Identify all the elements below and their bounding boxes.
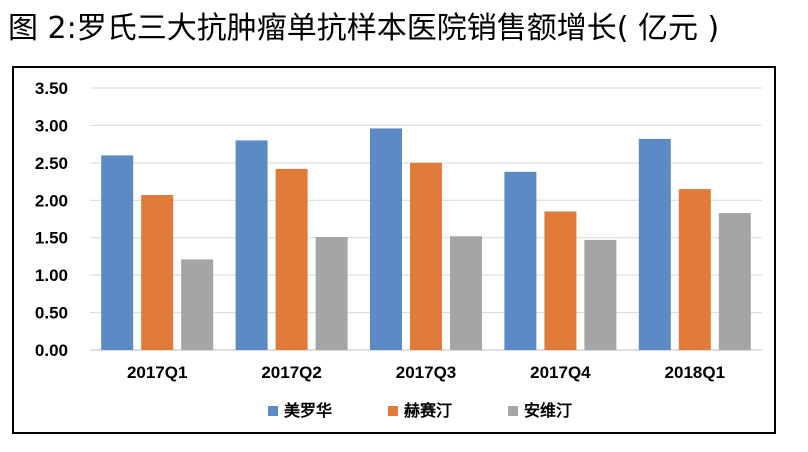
- y-tick-label: 3.50: [35, 79, 68, 98]
- x-category-label: 2017Q1: [127, 363, 188, 382]
- x-category-label: 2017Q2: [261, 363, 322, 382]
- bar-3-2017q1: [181, 259, 214, 350]
- y-tick-label: 2.50: [35, 154, 68, 173]
- figure-title: 图 2:罗氏三大抗肿瘤单抗样本医院销售额增长( 亿元 ): [8, 11, 720, 46]
- y-tick-label: 1.00: [35, 266, 68, 285]
- legend-swatch: [508, 406, 518, 416]
- bar-2-2018q1: [678, 189, 711, 350]
- bar-1-2017q2: [235, 140, 268, 350]
- x-category-label: 2018Q1: [665, 363, 726, 382]
- bar-1-2017q4: [504, 171, 537, 350]
- y-tick-label: 2.00: [35, 191, 68, 210]
- legend-label: 美罗华: [284, 401, 332, 420]
- bar-2-2017q1: [141, 195, 174, 350]
- bar-2-2017q4: [544, 211, 577, 350]
- bar-1-2017q3: [370, 128, 402, 350]
- bar-3-2017q4: [584, 239, 617, 350]
- y-tick-label: 0.50: [35, 304, 68, 323]
- x-category-label: 2017Q4: [530, 363, 591, 382]
- bar-1-2017q1: [101, 155, 134, 350]
- bar-1-2018q1: [638, 138, 671, 350]
- bar-3-2017q3: [450, 236, 482, 350]
- y-tick-label: 0.00: [35, 341, 68, 360]
- legend-swatch: [388, 406, 398, 416]
- x-category-label: 2017Q3: [396, 363, 457, 382]
- bar-3-2017q2: [315, 236, 348, 350]
- bar-2-2017q3: [410, 162, 442, 350]
- legend-label: 安维汀: [524, 401, 572, 420]
- y-tick-label: 1.50: [35, 229, 68, 248]
- y-tick-label: 3.00: [35, 116, 68, 135]
- bar-2-2017q2: [275, 168, 308, 350]
- legend-swatch: [268, 406, 278, 416]
- bar-3-2018q1: [718, 213, 751, 350]
- legend-label: 赫赛汀: [404, 401, 452, 420]
